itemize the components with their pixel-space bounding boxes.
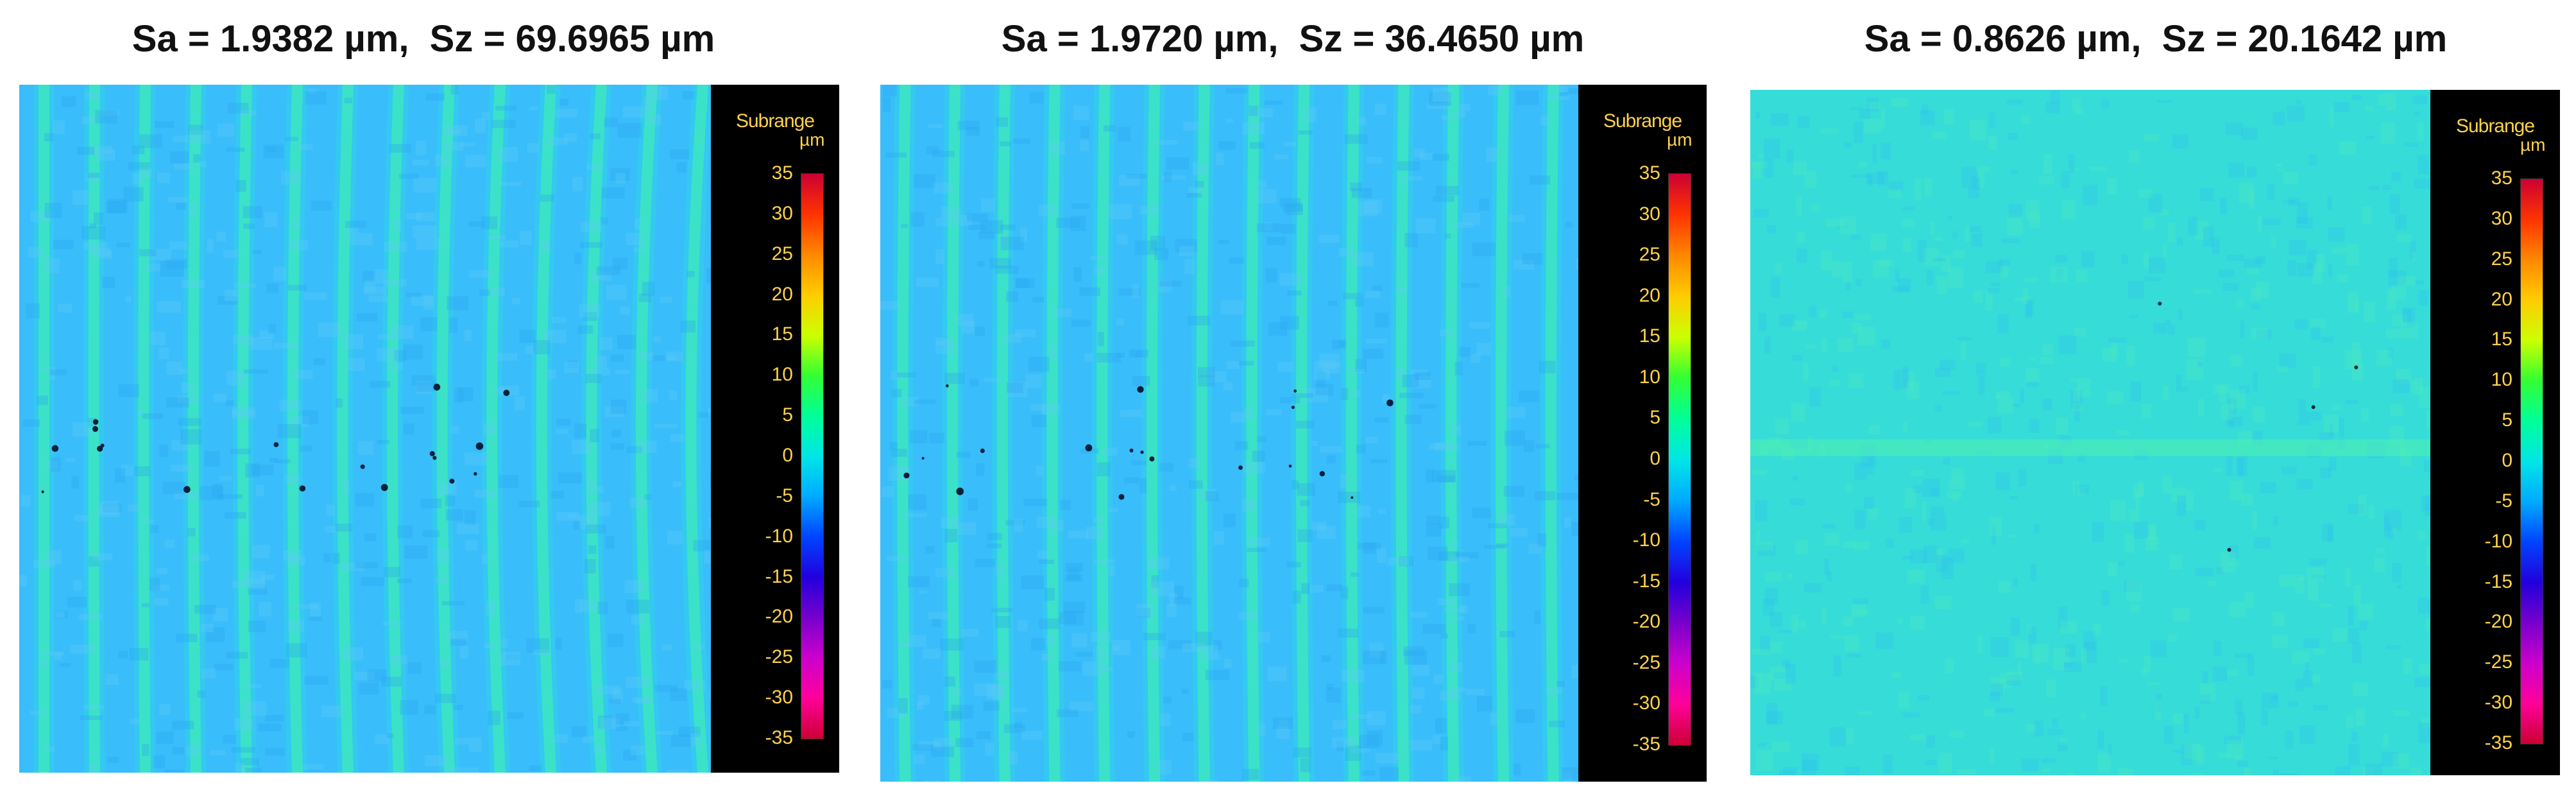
panel-2-tick-label: 20 [1639,284,1660,306]
panel-1-color-legend: Subrange µm 35 30 25 20 15 10 5 0 -5 -10 -15 -20 -25… [711,85,839,773]
panel-3-legend-unit: µm [2520,135,2546,155]
panel-3-tick-label: 5 [2502,409,2512,431]
panel-3-tick-label: -20 [2484,611,2512,633]
panel-1-tick-label: -5 [776,485,793,506]
panel-2-height-map [880,85,1578,782]
panel-3-tick-label: -5 [2495,490,2512,511]
panel-3-tick-label: -10 [2484,530,2512,552]
panel-1-colorbar [801,173,824,739]
panel-3: Subrange µm 35 30 25 20 15 10 5 0 -5 -10 -15 -20 -25… [1750,90,2560,775]
panel-3-height-map [1750,90,2430,775]
panel-1-tick-label: -10 [765,525,793,547]
panel-2-colorbar [1668,173,1691,746]
panel-3-tick-label: -30 [2484,692,2512,714]
panel-2-tick-label: -30 [1632,692,1660,714]
panel-2-tick-label: 15 [1639,325,1660,347]
panel-2-tick-label: -35 [1632,734,1660,755]
panel-1-tick-label: -25 [765,646,793,668]
panel-2-legend-unit: µm [1667,130,1693,150]
panel-3-title: Sa = 0.8626 µm, Sz = 20.1642 µm [1864,18,2448,60]
panel-3-tick-label: 10 [2491,369,2512,391]
panel-1-tick-label: -20 [765,606,793,628]
panel-2-tick-label: -25 [1632,651,1660,673]
panel-1-tick-label: 20 [771,283,793,305]
panel-1-tick-label: 10 [771,364,793,386]
panel-1-tick-label: 5 [782,404,793,426]
panel-1-tick-label: 30 [771,202,793,224]
panel-1-tick-label: -15 [765,565,793,587]
panel-1-surface-map [19,85,711,773]
panel-1-legend-unit: µm [799,130,825,150]
panel-2-tick-label: 25 [1639,244,1660,266]
panel-3-tick-label: -35 [2484,732,2512,753]
panel-2-title: Sa = 1.9720 µm, Sz = 36.4650 µm [1001,18,1585,60]
panel-3-tick-label: 20 [2491,288,2512,310]
panel-2-color-legend: Subrange µm 35 30 25 20 15 10 5 0 -5 -10 -15 -20 -25… [1578,85,1707,782]
panel-3-colorbar [2520,178,2543,744]
panel-3-surface-map [1750,90,2430,775]
panel-2-tick-label: -10 [1632,529,1660,551]
panel-1-tick-label: -30 [765,687,793,708]
panel-1-tick-label: 0 [782,445,793,466]
panel-1-tick-label: 25 [771,243,793,264]
panel-1: Subrange µm 35 30 25 20 15 10 5 0 -5 -10 -15 -20 -25… [19,85,839,773]
panel-2-tick-label: 30 [1639,203,1660,225]
panel-3-tick-label: 35 [2491,167,2512,189]
panel-3-tick-label: -25 [2484,651,2512,673]
panel-2-tick-label: 35 [1639,162,1660,184]
panel-1-legend-title: Subrange [735,110,815,132]
panel-1-tick-label: -35 [765,727,793,748]
panel-2-tick-label: -15 [1632,570,1660,592]
panel-3-color-legend: Subrange µm 35 30 25 20 15 10 5 0 -5 -10 -15 -20 -25… [2430,90,2560,775]
panel-1-height-map [19,85,711,773]
panel-3-legend-title: Subrange [2455,116,2535,137]
panel-2: Subrange µm 35 30 25 20 15 10 5 0 -5 -10 -15 -20 -25… [880,85,1707,782]
panel-2-tick-label: -5 [1643,488,1660,510]
panel-2-tick-label: -20 [1632,611,1660,633]
panel-2-tick-label: 10 [1639,366,1660,388]
panel-2-tick-label: 0 [1650,448,1660,469]
panel-1-title: Sa = 1.9382 µm, Sz = 69.6965 µm [132,18,715,60]
panel-2-surface-map [880,85,1578,782]
panel-1-tick-label: 35 [771,162,793,184]
panel-3-tick-label: 15 [2491,329,2512,350]
panel-2-legend-title: Subrange [1603,110,1682,132]
panel-3-tick-label: 0 [2502,450,2512,471]
panel-3-tick-label: -15 [2484,571,2512,592]
panel-3-tick-label: 30 [2491,207,2512,229]
panel-1-tick-label: 15 [771,323,793,345]
panel-2-tick-label: 5 [1650,407,1660,429]
panel-3-tick-label: 25 [2491,248,2512,270]
